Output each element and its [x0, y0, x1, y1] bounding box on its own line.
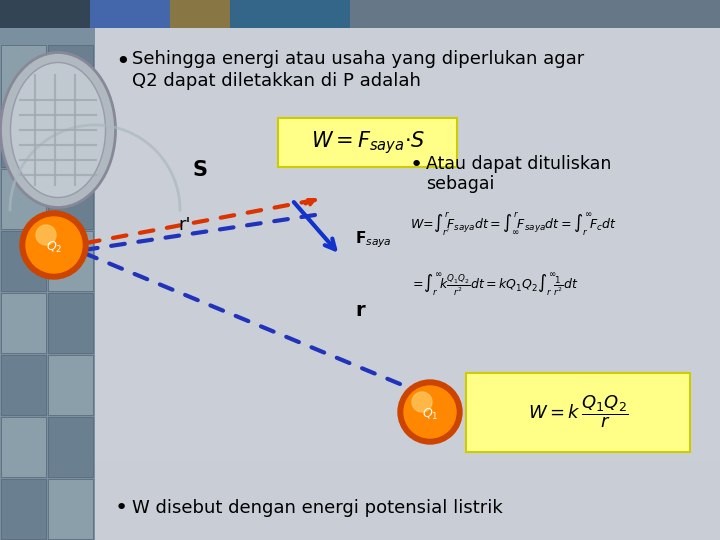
- Bar: [230, 0, 350, 28]
- Circle shape: [398, 380, 462, 444]
- Text: $=\!\int_{r}^{\infty}\!k\frac{Q_1Q_2}{r^2}dt = kQ_1Q_2\int_{r}^{\infty}\!\frac{1: $=\!\int_{r}^{\infty}\!k\frac{Q_1Q_2}{r^…: [410, 272, 578, 299]
- Bar: [95, 28, 720, 540]
- Text: $\mathbf{F}_{saya}$: $\mathbf{F}_{saya}$: [355, 230, 392, 251]
- Bar: [350, 0, 720, 28]
- Text: r: r: [355, 300, 365, 320]
- Bar: [1, 107, 46, 167]
- Text: $W = k\,\dfrac{Q_1 Q_2}{r}$: $W = k\,\dfrac{Q_1 Q_2}{r}$: [528, 394, 629, 430]
- Text: •: •: [115, 498, 128, 518]
- Circle shape: [20, 211, 88, 279]
- Bar: [48, 417, 93, 477]
- Bar: [48, 479, 93, 539]
- Text: $Q_1$: $Q_1$: [422, 407, 438, 422]
- Bar: [1, 293, 46, 353]
- Text: $W = F_{saya}{\cdot}S$: $W = F_{saya}{\cdot}S$: [311, 130, 425, 157]
- Text: r': r': [179, 216, 192, 234]
- FancyBboxPatch shape: [466, 373, 690, 452]
- Bar: [48, 293, 93, 353]
- Bar: [1, 355, 46, 415]
- Ellipse shape: [1, 52, 115, 207]
- Bar: [48, 231, 93, 291]
- Text: S: S: [192, 160, 207, 180]
- Bar: [48, 45, 93, 105]
- Circle shape: [412, 392, 432, 412]
- Text: Sehingga energi atau usaha yang diperlukan agar: Sehingga energi atau usaha yang diperluk…: [132, 50, 584, 68]
- Bar: [1, 45, 46, 105]
- Bar: [1, 479, 46, 539]
- FancyBboxPatch shape: [278, 118, 457, 167]
- Text: W disebut dengan energi potensial listrik: W disebut dengan energi potensial listri…: [132, 499, 503, 517]
- Text: Atau dapat dituliskan: Atau dapat dituliskan: [426, 155, 611, 173]
- Text: $W\!=\!\int_{r^{\prime}}^{r}\!F_{saya}dt = \int_{\infty}^{r}\!F_{saya}dt = \int_: $W\!=\!\int_{r^{\prime}}^{r}\!F_{saya}dt…: [410, 210, 617, 238]
- Bar: [95, 28, 720, 460]
- Circle shape: [26, 217, 82, 273]
- Bar: [1, 417, 46, 477]
- Bar: [170, 0, 230, 28]
- Circle shape: [404, 386, 456, 438]
- Circle shape: [36, 225, 56, 245]
- Bar: [0, 28, 95, 540]
- Text: sebagai: sebagai: [426, 175, 495, 193]
- Bar: [1, 169, 46, 229]
- Bar: [48, 107, 93, 167]
- Bar: [90, 0, 170, 28]
- Text: •: •: [410, 155, 423, 175]
- Ellipse shape: [11, 63, 106, 198]
- Text: Q2 dapat diletakkan di P adalah: Q2 dapat diletakkan di P adalah: [132, 72, 421, 90]
- Text: •: •: [115, 50, 130, 74]
- Text: $Q_2$: $Q_2$: [46, 239, 62, 254]
- Bar: [1, 231, 46, 291]
- Bar: [48, 169, 93, 229]
- Bar: [48, 355, 93, 415]
- Bar: [0, 0, 720, 28]
- Bar: [0, 0, 90, 28]
